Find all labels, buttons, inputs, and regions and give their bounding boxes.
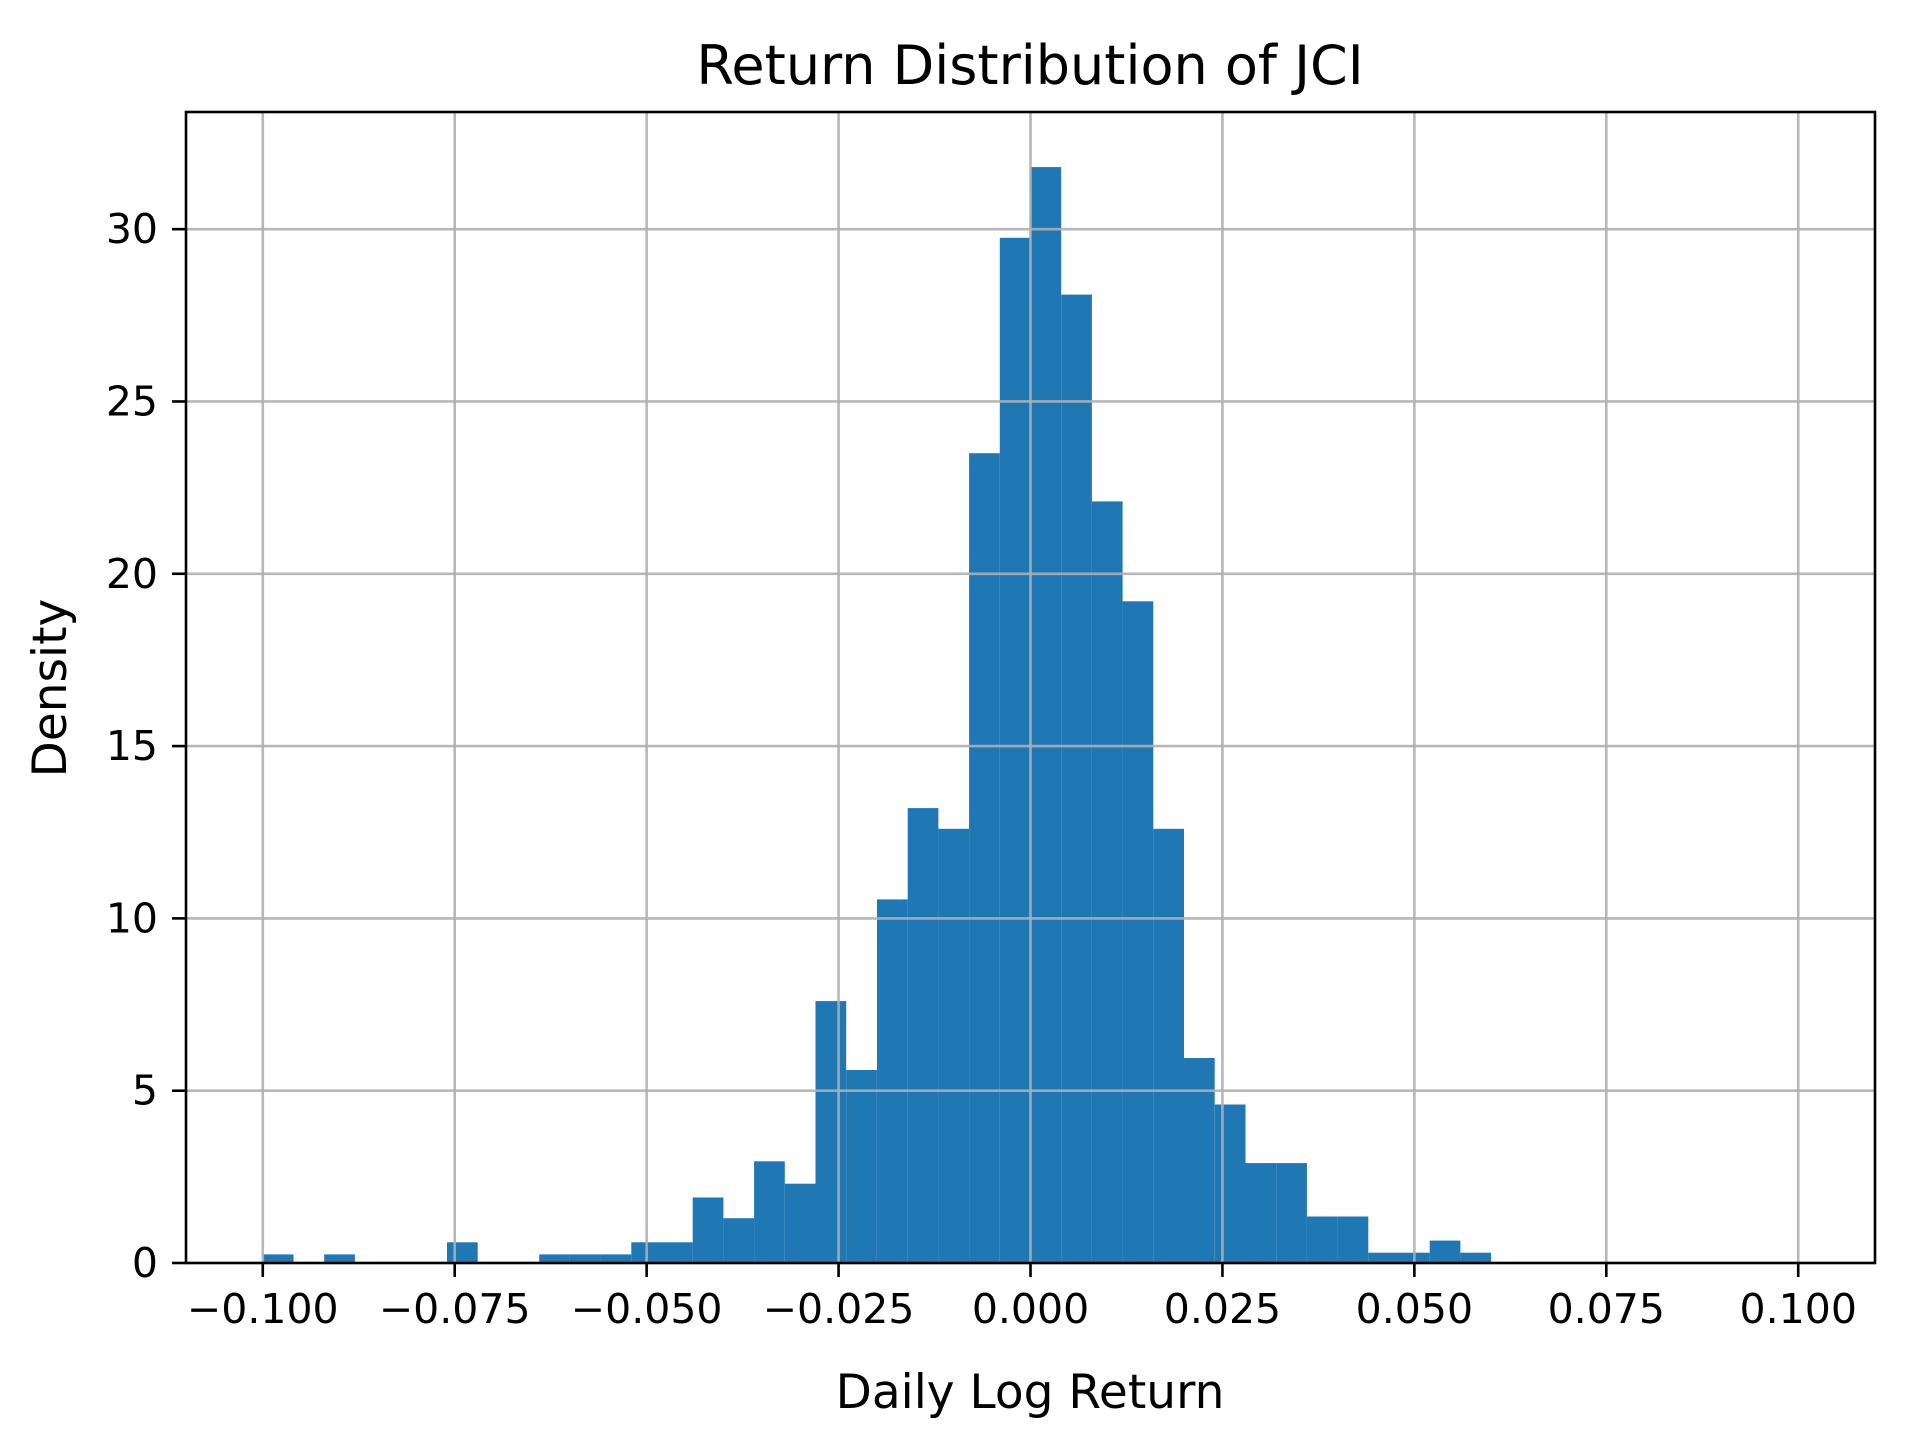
histogram-bar xyxy=(1122,601,1154,1263)
y-tick-label: 25 xyxy=(106,377,158,425)
histogram-bar xyxy=(815,1001,847,1263)
histogram-bar xyxy=(1061,294,1092,1264)
histogram-bar xyxy=(969,453,1000,1263)
histogram-bar xyxy=(907,808,939,1263)
y-tick-label: 30 xyxy=(106,205,158,253)
y-axis-label: Density xyxy=(23,599,78,778)
histogram-bar xyxy=(1306,1216,1338,1263)
histogram-bar xyxy=(999,237,1031,1263)
x-tick-label: −0.025 xyxy=(763,1285,915,1333)
histogram-bar xyxy=(1091,501,1123,1263)
x-tick-label: 0.050 xyxy=(1356,1285,1473,1333)
histogram-bar xyxy=(938,828,970,1263)
histogram-bar xyxy=(600,1254,632,1263)
histogram-bar xyxy=(569,1254,601,1263)
histogram-bar xyxy=(877,899,908,1263)
histogram-bar xyxy=(262,1254,294,1263)
histogram-bar xyxy=(539,1254,570,1263)
grid-layer xyxy=(186,112,1875,1265)
x-tick-label: 0.075 xyxy=(1548,1285,1665,1333)
histogram-bar xyxy=(1184,1058,1215,1263)
histogram-bar xyxy=(1245,1163,1277,1263)
x-tick-label: −0.050 xyxy=(571,1285,723,1333)
histogram-bar xyxy=(1429,1240,1461,1263)
histogram-bar xyxy=(1276,1163,1307,1263)
histogram-bar xyxy=(1030,167,1062,1264)
y-tick-label: 5 xyxy=(132,1067,158,1115)
histogram-bar xyxy=(723,1218,755,1263)
histogram-bar xyxy=(784,1183,816,1263)
histogram-bar xyxy=(1460,1252,1492,1263)
y-tick-label: 15 xyxy=(106,722,158,770)
x-tick-label: 0.100 xyxy=(1740,1285,1857,1333)
histogram-bar xyxy=(1214,1104,1246,1263)
histogram-bar xyxy=(1368,1252,1399,1263)
y-tick-label: 20 xyxy=(106,550,158,598)
x-tick-label: 0.025 xyxy=(1164,1285,1281,1333)
x-tick-label: −0.100 xyxy=(187,1285,339,1333)
y-tick-label: 10 xyxy=(106,894,158,942)
x-tick-label: −0.075 xyxy=(379,1285,531,1333)
tick-layer: −0.100 −0.075 −0.050 −0.025 0.000 0.025 0.050 0… xyxy=(106,205,1857,1333)
x-axis-label: Daily Log Return xyxy=(836,1365,1225,1420)
bars-layer xyxy=(262,167,1492,1264)
histogram-bar xyxy=(324,1254,355,1263)
histogram-bar xyxy=(754,1161,785,1263)
histogram-bar xyxy=(846,1070,877,1263)
x-tick-label: 0.000 xyxy=(972,1285,1089,1333)
y-tick-label: 0 xyxy=(132,1239,158,1287)
histogram-bar xyxy=(662,1242,693,1263)
histogram-bar xyxy=(1153,828,1184,1263)
histogram-bar xyxy=(447,1242,478,1263)
histogram-bar xyxy=(692,1197,724,1263)
histogram-bar xyxy=(1337,1216,1369,1263)
chart-title: Return Distribution of JCI xyxy=(696,34,1363,97)
